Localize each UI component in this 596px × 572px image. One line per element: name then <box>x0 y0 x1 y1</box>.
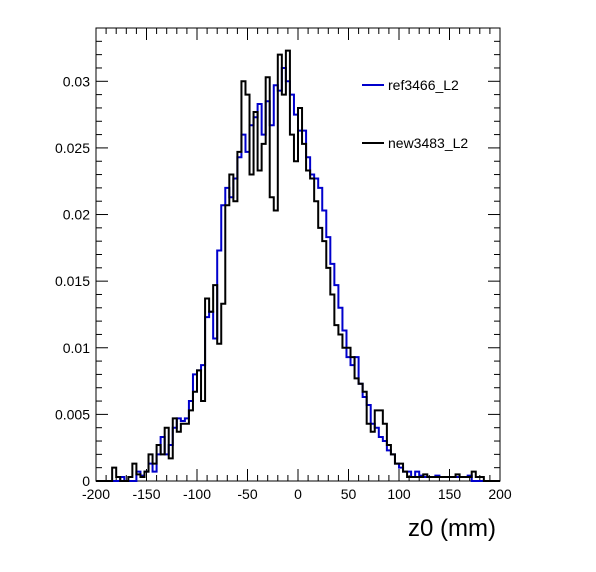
x-tick-label: -200 <box>82 486 110 502</box>
plot-frame <box>95 27 501 482</box>
axis-ticks <box>95 27 501 482</box>
series-line-2 <box>96 49 500 482</box>
x-tick-label: 50 <box>341 486 357 502</box>
y-tick-label: 0.02 <box>63 207 90 223</box>
axis-tick-labels: -200 -150 -100 -50 0 50 100 150 200 0 0.005 0.01 0.0… <box>55 73 512 502</box>
legend: ref3466_L2 new3483_L2 <box>362 77 468 151</box>
y-tick-label: 0.015 <box>55 273 90 289</box>
legend-label: new3483_L2 <box>388 135 468 151</box>
x-tick-label: 0 <box>294 486 302 502</box>
x-tick-label: -50 <box>237 486 257 502</box>
legend-label: ref3466_L2 <box>388 77 459 93</box>
x-tick-label: -150 <box>132 486 160 502</box>
x-tick-label: 200 <box>488 486 512 502</box>
y-tick-label: 0 <box>82 473 90 489</box>
x-tick-label: 150 <box>438 486 462 502</box>
x-axis-title: z0 (mm) <box>408 515 496 542</box>
y-tick-label: 0.025 <box>55 140 90 156</box>
y-tick-label: 0.005 <box>55 406 90 422</box>
y-tick-label: 0.01 <box>63 340 90 356</box>
x-tick-label: 100 <box>387 486 411 502</box>
series-layer <box>96 49 500 482</box>
x-tick-label: -100 <box>183 486 211 502</box>
y-tick-label: 0.03 <box>63 73 90 89</box>
